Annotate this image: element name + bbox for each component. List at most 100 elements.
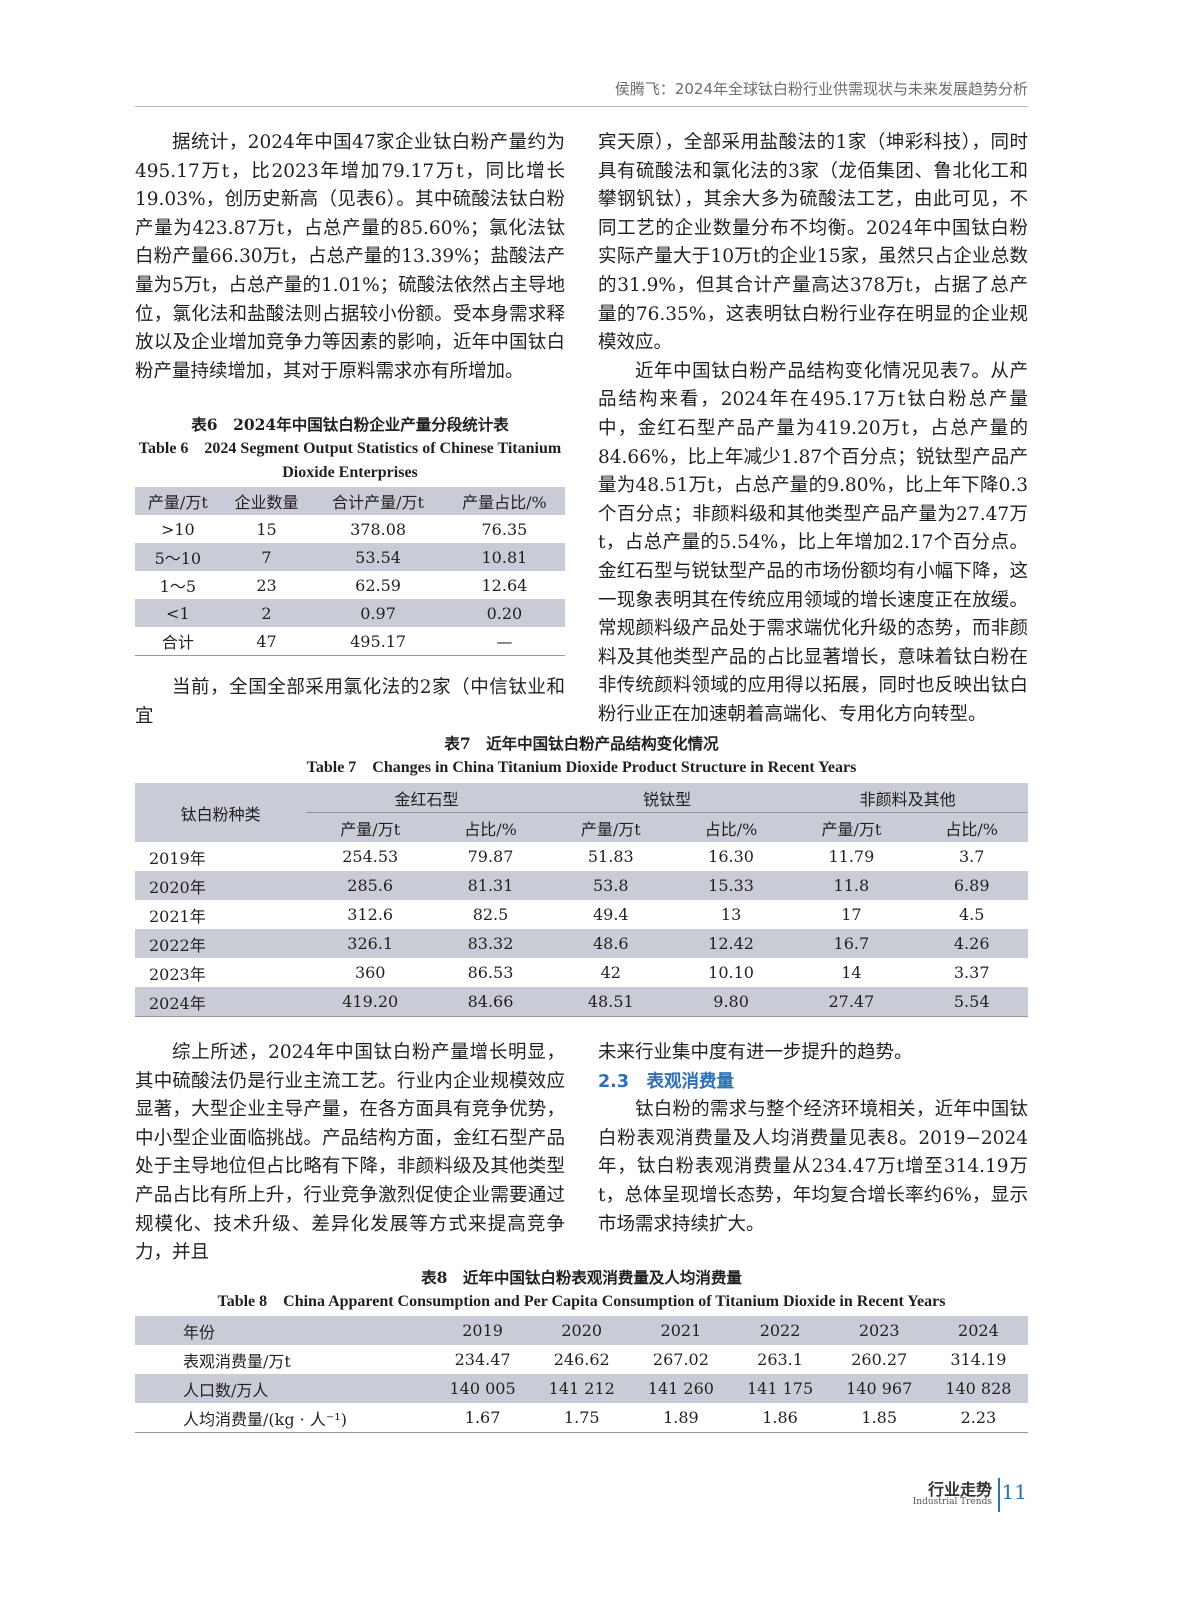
table6-title-en: Table 6 2024 Segment Output Statistics o… — [138, 440, 562, 481]
cell: 14 — [841, 963, 862, 982]
table-row: 2021年 312.6 82.5 49.4 13 17 4.5 — [135, 900, 1028, 929]
cell: 11.79 — [828, 847, 875, 866]
cell: 人口数/万人 — [135, 1374, 433, 1403]
subheader: 产量/万t — [306, 812, 435, 842]
table8: 年份 2019 2020 2021 2022 2023 2024 表观消费量/万t 234.47… — [135, 1316, 1028, 1433]
table8-title-en: Table 8 China Apparent Consumption and P… — [217, 1293, 946, 1310]
cell: 62.59 — [355, 575, 401, 595]
cell: 246.62 — [553, 1350, 610, 1369]
cell: 2022年 — [135, 929, 307, 958]
cell: 141 260 — [631, 1374, 731, 1403]
cell: 378.08 — [350, 519, 407, 539]
cell: 3.37 — [953, 963, 990, 982]
cell: >10 — [160, 519, 195, 539]
table7-caption: 表7 近年中国钛白粉产品结构变化情况 Table 7 Changes in Ch… — [135, 732, 1028, 780]
cell: 5.54 — [915, 987, 1028, 1017]
header-cell: 产量/万t — [135, 487, 221, 515]
cell: 2 — [220, 599, 313, 627]
cell: 49.4 — [592, 905, 629, 924]
cell: 1.67 — [464, 1408, 501, 1427]
cell: 1～5 — [159, 577, 197, 596]
cell: 15.33 — [674, 871, 788, 900]
cell: 53.8 — [546, 871, 675, 900]
cell: 13 — [720, 905, 742, 924]
table-row: 2023年 360 86.53 42 10.10 14 3.37 — [135, 958, 1028, 987]
cell: 141 212 — [532, 1374, 632, 1403]
cell: 48.51 — [546, 987, 675, 1017]
paragraph: 近年中国钛白粉产品结构变化情况见表7。从产品结构来看，2024年在495.17万… — [598, 360, 1028, 725]
cell: 2020 — [532, 1316, 632, 1345]
header-cell: 合计产量/万t — [312, 487, 444, 515]
running-title: 侯腾飞：2024年全球钛白粉行业供需现状与未来发展趋势分析 — [614, 80, 1028, 98]
page-footer: 行业走势 Industrial Trends 11 — [913, 1476, 1030, 1516]
paragraph: 宾天原），全部采用盐酸法的1家（坤彩科技），同时具有硫酸法和氯化法的3家（龙佰集… — [598, 132, 1028, 354]
cell: 141 175 — [730, 1374, 830, 1403]
left-column-intro: 据统计，2024年中国47家企业钛白粉产量约为495.17万t，比2023年增加… — [135, 129, 565, 386]
cell: 2.23 — [960, 1408, 997, 1427]
cell: 267.02 — [652, 1350, 709, 1369]
subheader: 产量/万t — [546, 812, 675, 842]
table6-caption: 表6 2024年中国钛白粉企业产量分段统计表 Table 6 2024 Segm… — [135, 413, 565, 485]
table7-title-en: Table 7 Changes in China Titanium Dioxid… — [306, 759, 857, 776]
cell: 17 — [841, 905, 862, 924]
paragraph: 当前，全国全部采用氯化法的2家（中信钛业和宜 — [135, 677, 565, 727]
footer-section: 行业走势 — [927, 1480, 992, 1499]
cell: 4.26 — [915, 929, 1028, 958]
subheader: 占比/% — [915, 812, 1028, 842]
cell: 4.5 — [958, 905, 985, 924]
table-row: 2019年 254.53 79.87 51.83 16.30 11.79 3.7 — [135, 842, 1028, 871]
footer-divider — [998, 1478, 1000, 1512]
table6: 产量/万t 企业数量 合计产量/万t 产量占比/% >10 15 378.08 76.… — [135, 487, 565, 656]
cell: 260.27 — [851, 1350, 908, 1369]
cell: 2021 — [631, 1316, 731, 1345]
cell: 2019年 — [149, 848, 206, 868]
subheader: 占比/% — [434, 812, 547, 842]
paragraph: 据统计，2024年中国47家企业钛白粉产量约为495.17万t，比2023年增加… — [135, 132, 565, 382]
cell: 495.17 — [350, 631, 407, 651]
cell: 7 — [220, 543, 313, 571]
page-number: 11 — [1001, 1480, 1027, 1504]
table-row: >10 15 378.08 76.35 — [135, 515, 565, 543]
cell: 312.6 — [347, 905, 394, 924]
cell: 140 005 — [433, 1374, 533, 1403]
group-header: 锐钛型 — [546, 783, 788, 813]
left-column-after-table6: 当前，全国全部采用氯化法的2家（中信钛业和宜 — [135, 674, 565, 731]
cell: 419.20 — [306, 987, 435, 1017]
table8-caption: 表8 近年中国钛白粉表观消费量及人均消费量 Table 8 China Appa… — [135, 1266, 1028, 1314]
cell: 2024 — [928, 1316, 1028, 1345]
cell: 16.30 — [708, 847, 754, 866]
cell: 2022 — [730, 1316, 830, 1345]
cell: 6.89 — [915, 871, 1028, 900]
table-row: 表观消费量/万t 234.47 246.62 267.02 263.1 260.27 314… — [135, 1345, 1028, 1374]
cell: 15 — [256, 519, 277, 539]
cell: 1.86 — [762, 1408, 798, 1427]
cell: 2023年 — [149, 964, 206, 984]
right-column-top: 宾天原），全部采用盐酸法的1家（坤彩科技），同时具有硫酸法和氯化法的3家（龙佰集… — [598, 129, 1028, 729]
table-row: 1～5 23 62.59 12.64 — [135, 571, 565, 599]
section-heading: 2.3 表观消费量 — [598, 1071, 735, 1092]
cell: 1.85 — [861, 1408, 898, 1427]
table7: 钛白粉种类 金红石型 锐钛型 非颜料及其他 产量/万t 占比/% 产量/万t 占… — [135, 783, 1028, 1017]
cell: 53.54 — [312, 543, 444, 571]
cell: 0.97 — [312, 599, 444, 627]
cell: 12.64 — [481, 575, 528, 595]
table-row: 2022年 326.1 83.32 48.6 12.42 16.7 4.26 — [135, 929, 1028, 958]
cell: 0.20 — [443, 599, 565, 627]
cell: 年份 — [135, 1316, 433, 1345]
cell: 86.53 — [467, 963, 514, 982]
header-cell: 产量占比/% — [443, 487, 565, 515]
table-group-header-row: 钛白粉种类 金红石型 锐钛型 非颜料及其他 — [135, 783, 1028, 842]
table-header-row: 产量/万t 企业数量 合计产量/万t 产量占比/% — [135, 487, 565, 515]
cell: 42 — [600, 963, 621, 982]
table-row: 5～10 7 53.54 10.81 — [135, 543, 565, 571]
cell: 人均消费量/(kg · 人⁻¹) — [183, 1409, 347, 1429]
right-column-bottom: 未来行业集中度有进一步提升的趋势。 2.3 表观消费量 钛白粉的需求与整个经济环… — [598, 1039, 1028, 1239]
left-column-summary: 综上所述，2024年中国钛白粉产量增长明显，其中硫酸法仍是行业主流工艺。行业内企… — [135, 1039, 565, 1268]
cell: 合计 — [161, 633, 194, 652]
cell: 1.75 — [563, 1408, 600, 1427]
cell: 285.6 — [306, 871, 435, 900]
cell: — — [496, 631, 513, 651]
subheader: 占比/% — [674, 812, 788, 842]
cell: 47 — [256, 631, 277, 651]
cell: 5～10 — [135, 543, 221, 571]
